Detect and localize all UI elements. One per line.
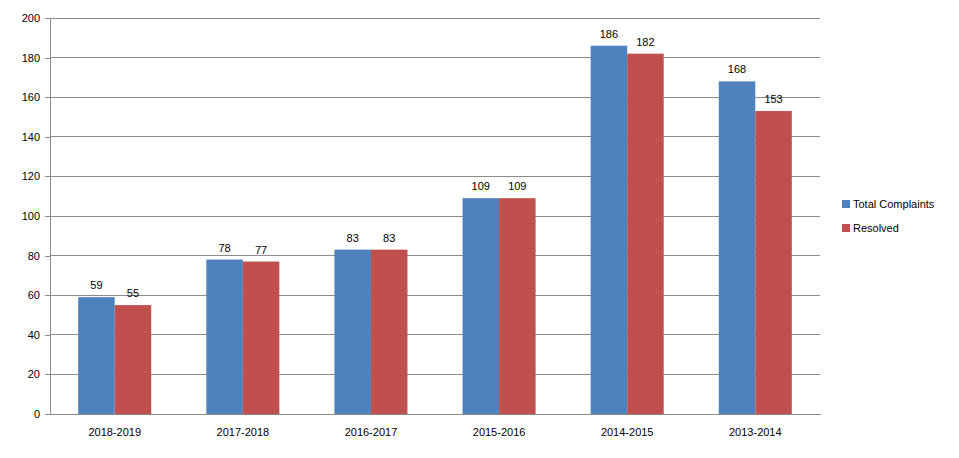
y-tick-mark	[45, 18, 50, 19]
bar	[334, 250, 371, 414]
y-tick: 60	[28, 289, 50, 301]
y-tick: 40	[28, 329, 50, 341]
x-tick-label: 2013-2014	[729, 426, 782, 438]
bars	[78, 46, 792, 414]
data-label: 153	[764, 93, 782, 105]
bar	[627, 54, 664, 414]
data-label: 186	[600, 28, 618, 40]
bar	[463, 198, 500, 414]
y-tick-mark	[45, 176, 50, 177]
grid-line	[50, 216, 820, 217]
x-tick: 2014-2015	[601, 414, 654, 438]
x-tick: 2015-2016	[473, 414, 526, 438]
y-tick-mark	[45, 414, 50, 415]
grid-line	[50, 136, 820, 137]
x-tick: 2013-2014	[729, 414, 782, 438]
bar	[499, 198, 536, 414]
y-tick-label: 180	[22, 52, 40, 64]
plot: 0 20 40 60 80 100 120 140 160 180 200 2018-2019 2017…	[22, 12, 821, 438]
y-tick-label: 120	[22, 170, 40, 182]
y-tick-mark	[45, 374, 50, 375]
grid-line	[50, 295, 820, 296]
data-label: 83	[383, 232, 395, 244]
data-label: 77	[255, 244, 267, 256]
legend: Total Complaints Resolved	[842, 198, 935, 234]
y-tick-label: 40	[28, 329, 40, 341]
x-axis: 2018-2019 2017-2018 2016-2017 2015-2016 2014…	[51, 414, 821, 438]
x-axis-line	[51, 414, 821, 415]
grid-line	[50, 176, 820, 177]
grid	[50, 18, 820, 414]
y-axis-line	[50, 19, 51, 415]
x-tick-label: 2014-2015	[601, 426, 654, 438]
legend-label: Resolved	[853, 222, 899, 234]
data-label: 78	[218, 242, 230, 254]
y-axis: 0 20 40 60 80 100 120 140 160 180 200	[22, 12, 51, 420]
x-tick-label: 2018-2019	[88, 426, 141, 438]
series	[78, 46, 755, 414]
y-tick-label: 140	[22, 131, 40, 143]
y-tick-label: 80	[28, 250, 40, 262]
data-label: 182	[636, 36, 654, 48]
bar	[206, 260, 243, 414]
y-tick: 120	[22, 170, 50, 182]
data-label: 55	[127, 287, 139, 299]
bar	[719, 81, 756, 414]
bar	[371, 250, 408, 414]
y-tick: 200	[22, 12, 50, 24]
y-tick-mark	[45, 216, 50, 217]
chart: 0 20 40 60 80 100 120 140 160 180 200 2018-2019 2017…	[0, 0, 959, 458]
bar	[115, 305, 152, 414]
y-tick-mark	[45, 256, 50, 257]
grid-line	[50, 57, 820, 58]
grid-line	[50, 255, 820, 256]
x-tick-label: 2015-2016	[473, 426, 526, 438]
legend-label: Total Complaints	[853, 198, 935, 210]
y-tick-mark	[45, 137, 50, 138]
y-tick-label: 100	[22, 210, 40, 222]
x-tick-label: 2016-2017	[345, 426, 398, 438]
data-label: 109	[472, 180, 490, 192]
legend-swatch	[842, 200, 850, 208]
y-tick-mark	[45, 97, 50, 98]
y-tick-label: 0	[34, 408, 40, 420]
bar	[755, 111, 792, 414]
y-tick: 80	[28, 250, 50, 262]
data-label: 83	[347, 232, 359, 244]
data-label: 59	[90, 279, 102, 291]
y-tick-label: 160	[22, 91, 40, 103]
y-tick-mark	[45, 335, 50, 336]
y-tick-label: 200	[22, 12, 40, 24]
y-tick: 180	[22, 52, 50, 64]
y-tick: 160	[22, 91, 50, 103]
y-tick-label: 60	[28, 289, 40, 301]
bar	[243, 262, 280, 414]
y-tick: 140	[22, 131, 50, 143]
grid-line	[50, 18, 820, 19]
y-tick-label: 20	[28, 368, 40, 380]
data-label: 109	[508, 180, 526, 192]
y-tick: 20	[28, 368, 50, 380]
legend-swatch	[842, 224, 850, 232]
y-tick-mark	[45, 295, 50, 296]
x-tick: 2016-2017	[345, 414, 398, 438]
grid-line	[50, 97, 820, 98]
legend-item: Total Complaints	[842, 198, 935, 210]
x-tick-label: 2017-2018	[217, 426, 270, 438]
x-tick: 2017-2018	[217, 414, 270, 438]
data-label: 168	[728, 63, 746, 75]
x-tick: 2018-2019	[88, 414, 141, 438]
y-tick: 0	[34, 408, 50, 420]
grid-line	[50, 414, 820, 415]
legend-item: Resolved	[842, 222, 899, 234]
series	[115, 54, 792, 414]
data-labels: 59 78 83 109 186 168 55 77 83 109 182 153	[90, 28, 782, 299]
y-tick-mark	[45, 58, 50, 59]
bar	[78, 297, 115, 414]
y-tick: 100	[22, 210, 50, 222]
bar	[591, 46, 628, 414]
grid-line	[50, 334, 820, 335]
grid-line	[50, 374, 820, 375]
